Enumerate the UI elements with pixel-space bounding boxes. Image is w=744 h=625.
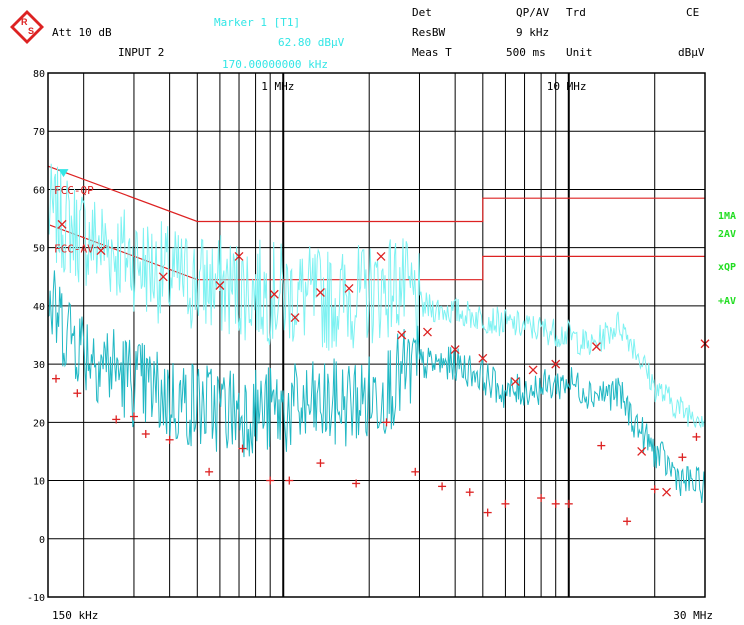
meas-time-label: Meas T	[412, 46, 452, 59]
trace-mode-value: CE	[686, 6, 700, 19]
limit-line-label: FCC-AV	[54, 242, 94, 255]
av-marker	[238, 444, 247, 453]
input-label: INPUT 2	[118, 46, 165, 59]
av-marker	[316, 459, 325, 468]
attenuation-label: Att 10 dB	[52, 26, 112, 39]
av-marker	[650, 485, 659, 494]
qp-marker	[551, 359, 561, 369]
av-marker	[483, 508, 492, 517]
trace-mode-label: Trd	[566, 6, 586, 19]
av-marker	[285, 476, 294, 485]
qp-marker	[510, 377, 520, 387]
qp-marker	[478, 353, 488, 363]
qp-marker	[591, 342, 601, 352]
y-tick-label: 60	[33, 185, 45, 196]
av-marker	[678, 453, 687, 462]
marker-frequency: 170.00000000 kHz	[222, 58, 328, 71]
av-marker	[597, 441, 606, 450]
resbw-label: ResBW	[412, 26, 446, 39]
qp-marker	[450, 345, 460, 355]
detector-label: Det	[412, 6, 432, 19]
plot-frame	[47, 72, 706, 598]
marker-1-triangle	[58, 169, 69, 178]
qp-marker	[423, 327, 432, 337]
av-marker	[73, 389, 82, 398]
av-marker	[112, 415, 121, 424]
marker-title: Marker 1 [T1]	[214, 16, 301, 29]
av-marker	[411, 467, 420, 476]
meas-time-value: 500 ms	[506, 46, 546, 59]
qp-marker	[96, 246, 106, 256]
qp-marker	[290, 313, 300, 322]
qp-marker	[397, 330, 407, 340]
y-tick-label: 20	[33, 418, 45, 429]
x-tick-label: 10 MHz	[547, 80, 587, 93]
limit-line	[47, 223, 705, 281]
qp-marker	[662, 487, 671, 497]
y-tick-label: 40	[33, 302, 45, 313]
qp-marker	[57, 219, 67, 229]
qp-marker	[315, 288, 325, 297]
av-marker	[266, 476, 275, 485]
qp-marker	[637, 446, 647, 456]
limit-line-label: FCC-QP	[54, 184, 94, 197]
av-marker	[537, 494, 546, 503]
y-tick-label: 70	[33, 127, 45, 138]
av-marker	[141, 429, 150, 438]
side-label-2av: 2AV	[718, 229, 737, 240]
x-tick-label: 30 MHz	[673, 609, 713, 622]
side-label-1ma: 1MA	[718, 211, 737, 222]
x-tick-label: 1 MHz	[261, 80, 294, 93]
av-marker	[382, 418, 391, 427]
av-marker	[205, 467, 214, 476]
qp-marker	[528, 365, 538, 375]
y-tick-label: 80	[33, 69, 45, 80]
qp-marker	[269, 289, 279, 299]
y-tick-label: -10	[27, 593, 45, 604]
y-tick-label: 10	[33, 477, 45, 488]
av-marker	[352, 479, 361, 488]
svg-text:S: S	[28, 26, 34, 36]
trace-1ma	[47, 163, 706, 429]
y-tick-label: 30	[33, 360, 45, 371]
av-marker	[564, 499, 573, 508]
qp-marker	[234, 251, 244, 261]
y-tick-label: 0	[39, 535, 45, 546]
x-tick-label: 150 kHz	[52, 609, 98, 622]
unit-label: Unit	[566, 46, 593, 59]
side-label-xqp: xQP	[718, 262, 737, 273]
qp-marker	[376, 251, 386, 261]
resbw-value: 9 kHz	[516, 26, 550, 39]
svg-text:R: R	[21, 17, 28, 27]
qp-marker	[158, 272, 168, 282]
av-marker	[165, 435, 174, 444]
av-marker	[692, 432, 701, 441]
qp-marker	[215, 281, 225, 290]
av-marker	[551, 499, 560, 508]
y-tick-label: 50	[33, 244, 45, 255]
av-marker	[129, 412, 138, 421]
av-marker	[438, 482, 447, 491]
qp-marker	[344, 283, 354, 293]
av-marker	[52, 374, 61, 383]
side-label-plusav: +AV	[718, 296, 737, 307]
limit-line	[47, 165, 705, 223]
av-marker	[501, 499, 510, 508]
unit-value: dBµV	[678, 46, 705, 59]
detector-value: QP/AV	[516, 6, 550, 19]
trace-2av	[47, 270, 706, 504]
rs-logo: R S	[10, 10, 44, 44]
av-marker	[465, 488, 474, 497]
marker-level: 62.80 dBµV	[278, 36, 345, 49]
av-marker	[623, 517, 632, 526]
